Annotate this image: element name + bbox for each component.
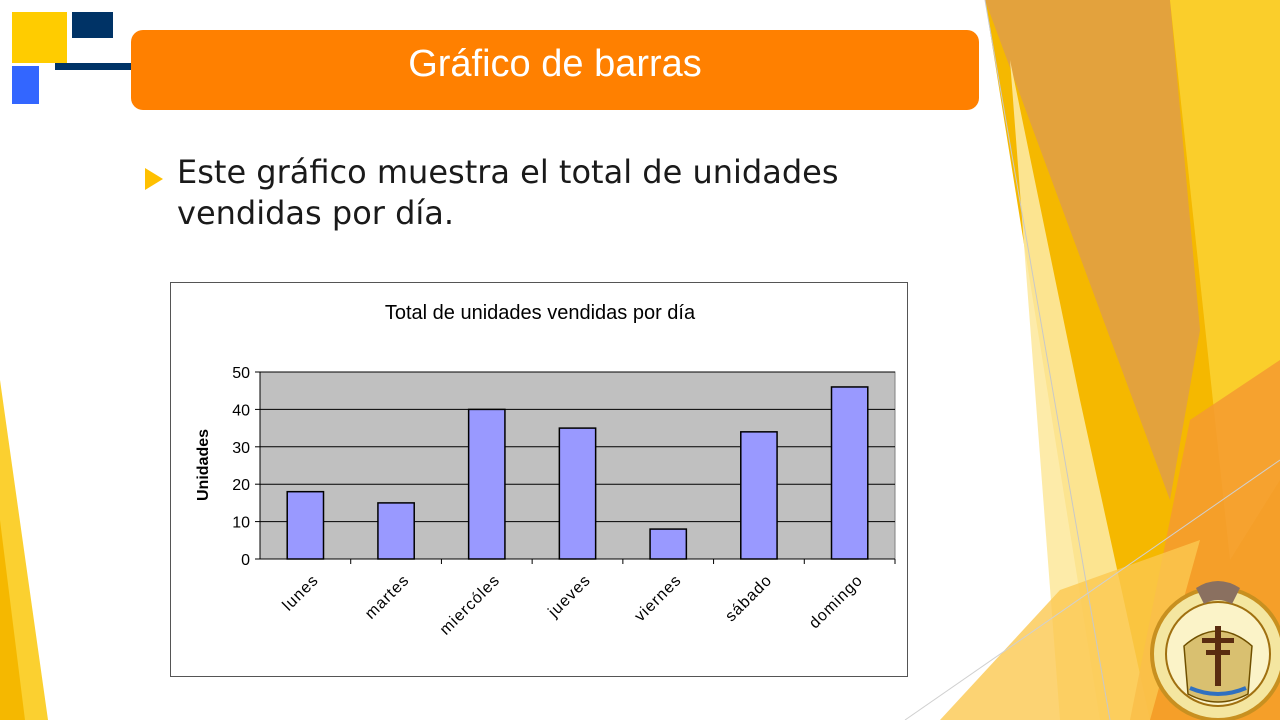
deco-square-navy (72, 12, 113, 38)
bullet-arrow-icon (145, 168, 163, 190)
deco-line (984, 0, 1111, 720)
deco-facet (985, 0, 1200, 500)
y-tick-label: 50 (232, 365, 250, 382)
bars-group (286, 386, 869, 560)
x-tick-label: viernes (632, 572, 685, 625)
deco-square-yellow (12, 12, 67, 63)
y-axis: 0 10 20 30 40 50 (232, 365, 261, 569)
bar-6 (830, 386, 869, 560)
slide-title-bar: Gráfico de barras (131, 30, 979, 110)
x-tick-label: sábado (722, 572, 775, 625)
bar-chart: Total de unidades vendidas por día 0 10 20… (195, 302, 896, 639)
x-tick-label: domingo (806, 572, 866, 632)
x-tick-label: jueves (545, 572, 595, 622)
x-tick-label: miercóles (437, 572, 504, 639)
bar-0 (286, 490, 325, 560)
bar-3 (558, 427, 597, 560)
slide-body-text: Este gráfico muestra el total de unidade… (177, 153, 839, 232)
deco-facet (0, 520, 25, 720)
university-seal-icon (1150, 581, 1280, 720)
y-tick-label: 10 (232, 515, 250, 532)
slide-title: Gráfico de barras (408, 42, 702, 85)
deco-line (904, 459, 1280, 720)
y-axis-label: Unidades (195, 429, 212, 501)
y-tick-label: 30 (232, 440, 250, 457)
bar-5 (740, 431, 778, 560)
deco-facet (940, 540, 1200, 720)
bar-4 (649, 528, 688, 560)
y-tick-label: 40 (232, 402, 250, 419)
bar-2 (467, 408, 506, 560)
y-tick-label: 0 (241, 552, 250, 569)
x-tick-label: martes (362, 572, 413, 623)
chart-title: Total de unidades vendidas por día (385, 302, 696, 324)
y-tick-label: 20 (232, 477, 250, 494)
bar-1 (377, 502, 415, 560)
deco-square-blue (12, 66, 39, 104)
deco-bar-navy (55, 63, 133, 70)
x-axis: lunes martes miercóles jueves viernes sábado d… (260, 558, 896, 639)
x-tick-label: lunes (280, 572, 323, 615)
